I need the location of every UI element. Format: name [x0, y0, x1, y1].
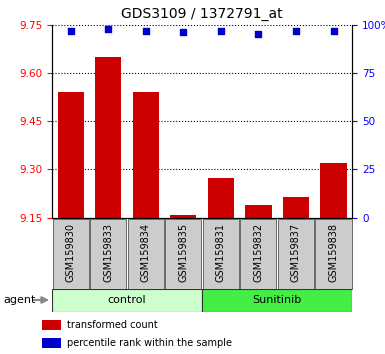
Text: GSM159832: GSM159832 — [253, 223, 263, 282]
Text: percentile rank within the sample: percentile rank within the sample — [67, 338, 232, 348]
FancyBboxPatch shape — [90, 219, 126, 289]
Bar — [42, 320, 60, 330]
Bar — [283, 197, 309, 218]
FancyBboxPatch shape — [278, 219, 314, 289]
Title: GDS3109 / 1372791_at: GDS3109 / 1372791_at — [121, 7, 283, 21]
Text: GSM159837: GSM159837 — [291, 223, 301, 282]
FancyBboxPatch shape — [52, 289, 202, 312]
Point — [143, 28, 149, 33]
Bar — [208, 177, 234, 218]
Point — [330, 28, 336, 33]
Text: GSM159831: GSM159831 — [216, 223, 226, 282]
FancyBboxPatch shape — [240, 219, 276, 289]
Bar — [320, 163, 346, 218]
Bar — [170, 216, 196, 218]
Text: GSM159833: GSM159833 — [103, 223, 113, 282]
Point — [180, 30, 186, 35]
Text: GSM159835: GSM159835 — [178, 223, 188, 282]
Bar — [133, 92, 159, 218]
Bar — [95, 57, 121, 218]
Point — [293, 28, 299, 33]
Point — [255, 32, 261, 37]
Text: Sunitinib: Sunitinib — [253, 295, 302, 305]
Text: GSM159830: GSM159830 — [66, 223, 76, 282]
FancyBboxPatch shape — [53, 219, 89, 289]
Text: GSM159838: GSM159838 — [328, 223, 338, 282]
Point — [105, 26, 111, 32]
FancyBboxPatch shape — [203, 219, 239, 289]
Bar — [245, 205, 271, 218]
Text: transformed count: transformed count — [67, 320, 158, 330]
Point — [68, 28, 74, 33]
FancyBboxPatch shape — [202, 289, 352, 312]
Text: control: control — [108, 295, 146, 305]
FancyBboxPatch shape — [165, 219, 201, 289]
Text: GSM159834: GSM159834 — [141, 223, 151, 282]
Text: agent: agent — [4, 295, 36, 305]
Bar — [58, 92, 84, 218]
Bar — [42, 338, 60, 348]
FancyBboxPatch shape — [128, 219, 164, 289]
Point — [218, 28, 224, 33]
FancyBboxPatch shape — [315, 219, 352, 289]
